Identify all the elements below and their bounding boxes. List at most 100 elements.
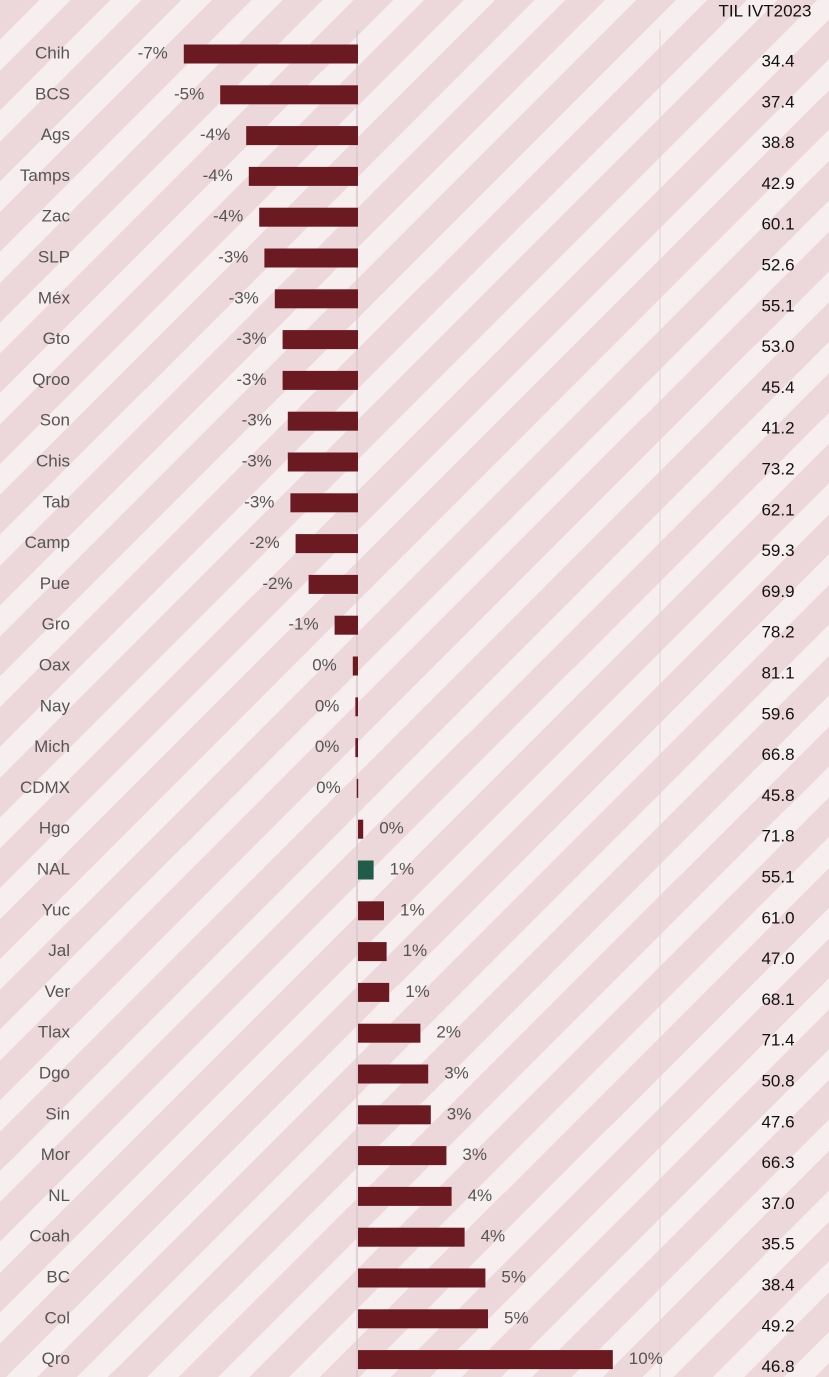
table-value: 62.1 xyxy=(761,500,794,519)
bar xyxy=(264,248,358,268)
table-value: 81.1 xyxy=(761,663,794,682)
bar xyxy=(220,85,358,105)
bar xyxy=(358,1268,486,1288)
value-label: 5% xyxy=(501,1267,526,1286)
category-label: Gto xyxy=(43,329,70,348)
table-value: 69.9 xyxy=(761,582,794,601)
value-label: 2% xyxy=(436,1023,461,1042)
category-label: Yuc xyxy=(42,900,71,919)
category-label: BC xyxy=(46,1267,70,1286)
bar xyxy=(287,452,358,472)
category-label: Gro xyxy=(42,615,70,634)
category-label: Jal xyxy=(48,941,70,960)
category-label: Méx xyxy=(38,288,71,307)
bar xyxy=(282,330,358,350)
bar xyxy=(358,819,364,839)
table-value: 55.1 xyxy=(761,867,794,886)
table-value: 47.6 xyxy=(761,1112,794,1131)
category-label: Ags xyxy=(41,125,70,144)
value-label: -3% xyxy=(242,451,272,470)
category-label: Col xyxy=(44,1308,70,1327)
value-label: -3% xyxy=(244,492,274,511)
table-value: 66.8 xyxy=(761,745,794,764)
value-label: 1% xyxy=(403,941,428,960)
table-value: 38.4 xyxy=(761,1275,794,1294)
category-label: Qro xyxy=(42,1349,70,1368)
table-value: 34.4 xyxy=(761,51,794,70)
bar xyxy=(358,1186,452,1206)
bar xyxy=(290,493,358,513)
table-value: 50.8 xyxy=(761,1071,794,1090)
bar xyxy=(358,901,384,921)
table-value: 47.0 xyxy=(761,949,794,968)
bar xyxy=(358,1023,421,1043)
category-label: Tab xyxy=(43,492,70,511)
value-label: -3% xyxy=(236,329,266,348)
category-label: Hgo xyxy=(39,819,70,838)
value-label: 1% xyxy=(405,982,430,1001)
table-value: 78.2 xyxy=(761,623,794,642)
value-label: 4% xyxy=(481,1227,506,1246)
bar xyxy=(246,126,358,146)
table-value: 59.3 xyxy=(761,541,794,560)
category-label: Oax xyxy=(39,655,71,674)
bar xyxy=(274,289,358,309)
category-label: Mich xyxy=(34,737,70,756)
bar xyxy=(358,1309,488,1329)
bar xyxy=(355,697,358,717)
value-label: -3% xyxy=(242,411,272,430)
bar xyxy=(259,207,358,227)
value-label: -1% xyxy=(288,615,318,634)
category-label: NAL xyxy=(37,859,70,878)
bar xyxy=(352,656,358,676)
category-label: SLP xyxy=(38,247,70,266)
bar xyxy=(183,44,358,64)
value-label: 3% xyxy=(444,1063,469,1082)
table-value: 42.9 xyxy=(761,174,794,193)
value-label: 1% xyxy=(400,900,425,919)
bar xyxy=(358,1350,613,1370)
category-label: NL xyxy=(48,1186,70,1205)
value-label: -7% xyxy=(138,43,168,62)
value-label: 0% xyxy=(312,655,337,674)
bar xyxy=(355,738,358,758)
value-label: -4% xyxy=(200,125,230,144)
bar xyxy=(334,615,358,635)
bar xyxy=(358,1227,465,1247)
value-label: 3% xyxy=(462,1145,487,1164)
category-label: Dgo xyxy=(39,1063,70,1082)
value-label: -5% xyxy=(174,84,204,103)
category-label: Sin xyxy=(45,1104,70,1123)
bar xyxy=(358,860,374,880)
category-label: Coah xyxy=(29,1227,70,1246)
table-value: 38.8 xyxy=(761,133,794,152)
bar xyxy=(358,1064,429,1084)
category-label: Pue xyxy=(40,574,70,593)
table-value: 45.4 xyxy=(761,378,794,397)
value-label: -3% xyxy=(229,288,259,307)
value-label: 4% xyxy=(468,1186,493,1205)
table-value: 59.6 xyxy=(761,704,794,723)
category-label: Ver xyxy=(44,982,70,1001)
value-label: -4% xyxy=(213,207,243,226)
table-value: 55.1 xyxy=(761,296,794,315)
table-value: 37.0 xyxy=(761,1194,794,1213)
value-label: 3% xyxy=(447,1104,472,1123)
table-value: 60.1 xyxy=(761,215,794,234)
table-value: 49.2 xyxy=(761,1316,794,1335)
category-label: Qroo xyxy=(32,370,70,389)
category-label: Chis xyxy=(36,451,70,470)
table-header: TIL IVT2023 xyxy=(719,1,812,20)
category-label: Mor xyxy=(41,1145,71,1164)
table-value: 66.3 xyxy=(761,1153,794,1172)
bar xyxy=(295,534,358,554)
category-label: BCS xyxy=(35,84,70,103)
table-value: 52.6 xyxy=(761,255,794,274)
value-label: 0% xyxy=(316,778,341,797)
bar xyxy=(308,574,358,594)
table-value: 73.2 xyxy=(761,459,794,478)
bar xyxy=(356,778,359,798)
value-label: -2% xyxy=(249,533,279,552)
category-label: Camp xyxy=(25,533,70,552)
